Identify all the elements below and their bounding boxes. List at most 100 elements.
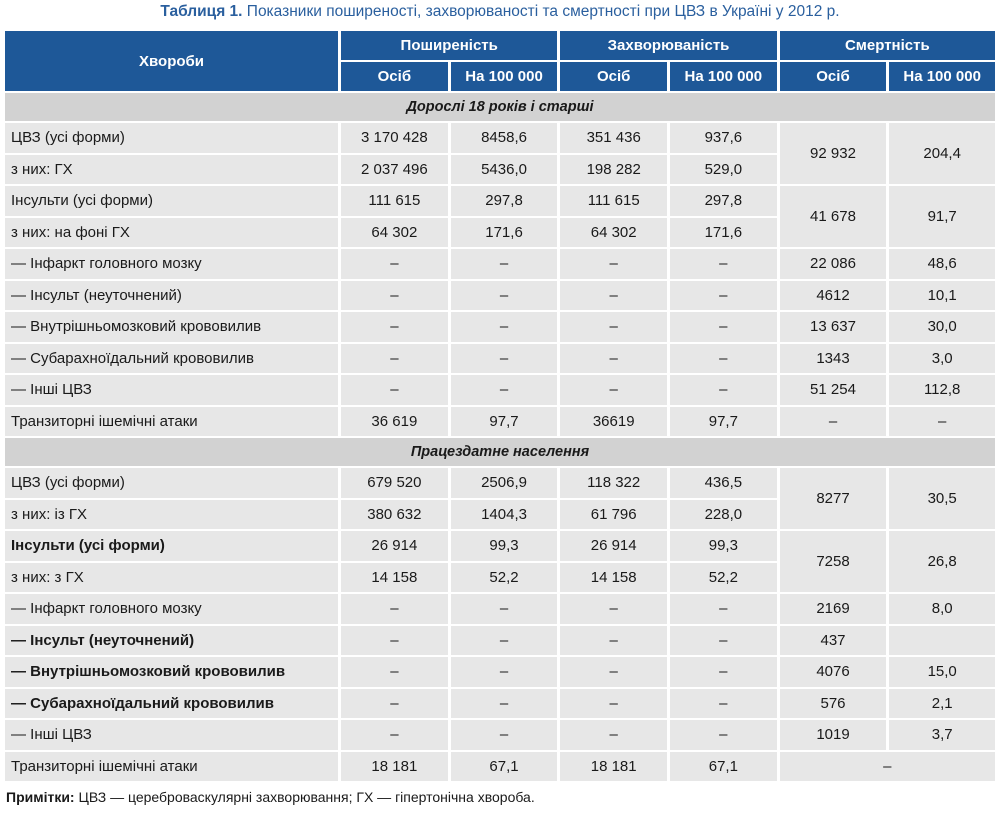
row-label: Інсульти (усі форми) xyxy=(5,531,339,561)
section-header: Працездатне населення xyxy=(5,438,995,466)
value-cell: – xyxy=(450,312,558,342)
value-cell: – xyxy=(341,688,448,718)
row-label: — Внутрішньомозковий крововилив xyxy=(5,657,339,687)
value-cell: – xyxy=(450,375,558,405)
value-cell: 18 181 xyxy=(341,751,448,781)
mortality-persons-cell: 13 637 xyxy=(779,312,887,342)
stats-table: Хвороби Поширеність Захворюваність Смерт… xyxy=(2,29,998,783)
row-label: — Інфаркт головного мозку xyxy=(5,594,339,624)
table-row: — Внутрішньомозковий крововилив – – – –4076 1… xyxy=(5,657,995,687)
value-cell: 36 619 xyxy=(341,406,448,436)
mortality-rate-cell: 10,1 xyxy=(889,280,995,310)
row-label: з них: ГХ xyxy=(5,154,339,184)
mortality-rate-cell: 48,6 xyxy=(889,249,995,279)
row-label: — Субарахноїдальний крововилив xyxy=(5,688,339,718)
mortality-rate-cell: 112,8 xyxy=(889,375,995,405)
mortality-persons-cell: 437 xyxy=(779,625,887,655)
row-label: — Інші ЦВЗ xyxy=(5,375,339,405)
mortality-persons-cell: – xyxy=(779,406,887,436)
value-cell: – xyxy=(341,657,448,687)
row-label: з них: на фоні ГХ xyxy=(5,217,339,247)
value-cell: – xyxy=(670,594,777,624)
mortality-cell: – xyxy=(779,751,995,781)
mortality-persons-cell: 2169 xyxy=(779,594,887,624)
table-row: з них: на фоні ГХ 64 302 171,6 64 302 171,6 xyxy=(5,217,995,247)
row-label: Транзиторні ішемічні атаки xyxy=(5,406,339,436)
mortality-rate-cell xyxy=(889,625,995,655)
value-cell: 97,7 xyxy=(450,406,558,436)
value-cell: 171,6 xyxy=(670,217,777,247)
value-cell: 1404,3 xyxy=(450,499,558,529)
table-row: з них: ГХ 2 037 496 5436,0 198 282 529,0 xyxy=(5,154,995,184)
value-cell: 351 436 xyxy=(560,123,668,153)
mortality-rate-cell: 8,0 xyxy=(889,594,995,624)
value-cell: 99,3 xyxy=(670,531,777,561)
value-cell: – xyxy=(670,720,777,750)
mortality-rate-cell: 30,0 xyxy=(889,312,995,342)
note-text: ЦВЗ — цереброваскулярні захворювання; ГХ… xyxy=(74,789,535,805)
value-cell: 99,3 xyxy=(450,531,558,561)
table-caption: Таблиця 1. Показники поширеності, захвор… xyxy=(0,0,1000,28)
value-cell: – xyxy=(670,375,777,405)
value-cell: 937,6 xyxy=(670,123,777,153)
mortality-rate-cell: 2,1 xyxy=(889,688,995,718)
value-cell: – xyxy=(560,625,668,655)
mortality-rate-cell: – xyxy=(889,406,995,436)
row-label: — Інфаркт головного мозку xyxy=(5,249,339,279)
value-cell: 436,5 xyxy=(670,468,777,498)
header-sub-persons: Осіб xyxy=(341,62,448,91)
value-cell: 111 615 xyxy=(560,186,668,216)
mortality-rate-cell: 26,8 xyxy=(889,531,995,592)
value-cell: – xyxy=(670,625,777,655)
value-cell: – xyxy=(670,343,777,373)
header-prevalence: Поширеність xyxy=(341,31,558,60)
mortality-persons-cell: 1343 xyxy=(779,343,887,373)
note-key: Примітки: xyxy=(6,789,75,805)
value-cell: 26 914 xyxy=(341,531,448,561)
table-row: — Субарахноїдальний крововилив – – – –1343 3,… xyxy=(5,343,995,373)
value-cell: – xyxy=(341,343,448,373)
value-cell: 8458,6 xyxy=(450,123,558,153)
table-row: з них: із ГХ 380 632 1404,3 61 796 228,0 xyxy=(5,499,995,529)
value-cell: – xyxy=(560,720,668,750)
mortality-rate-cell: 30,5 xyxy=(889,468,995,529)
row-label: — Інші ЦВЗ xyxy=(5,720,339,750)
value-cell: – xyxy=(450,657,558,687)
value-cell: – xyxy=(560,343,668,373)
caption-prefix: Таблиця 1. xyxy=(160,3,243,20)
value-cell: 5436,0 xyxy=(450,154,558,184)
table-row: — Внутрішньомозковий крововилив – – – –13 63… xyxy=(5,312,995,342)
value-cell: 297,8 xyxy=(670,186,777,216)
mortality-rate-cell: 15,0 xyxy=(889,657,995,687)
table-row: — Інсульт (неуточнений) – – – –437 xyxy=(5,625,995,655)
value-cell: 111 615 xyxy=(341,186,448,216)
value-cell: – xyxy=(560,657,668,687)
mortality-persons-cell: 576 xyxy=(779,688,887,718)
value-cell: 529,0 xyxy=(670,154,777,184)
value-cell: – xyxy=(670,657,777,687)
row-label: — Інсульт (неуточнений) xyxy=(5,280,339,310)
table-row: Транзиторні ішемічні атаки 36 619 97,7 3661… xyxy=(5,406,995,436)
value-cell: 171,6 xyxy=(450,217,558,247)
mortality-persons-cell: 7258 xyxy=(779,531,887,592)
value-cell: – xyxy=(560,594,668,624)
value-cell: 14 158 xyxy=(341,562,448,592)
mortality-persons-cell: 22 086 xyxy=(779,249,887,279)
value-cell: – xyxy=(450,280,558,310)
row-label: з них: з ГХ xyxy=(5,562,339,592)
section-title: Працездатне населення xyxy=(5,438,995,466)
value-cell: 67,1 xyxy=(450,751,558,781)
header-sub-per100k: На 100 000 xyxy=(450,62,558,91)
value-cell: 61 796 xyxy=(560,499,668,529)
value-cell: 97,7 xyxy=(670,406,777,436)
mortality-rate-cell: 204,4 xyxy=(889,123,995,184)
value-cell: – xyxy=(450,625,558,655)
row-label: — Інсульт (неуточнений) xyxy=(5,625,339,655)
mortality-rate-cell: 91,7 xyxy=(889,186,995,247)
table-row: — Інфаркт головного мозку – – – –22 086 48,6 xyxy=(5,249,995,279)
value-cell: – xyxy=(560,688,668,718)
row-label: з них: із ГХ xyxy=(5,499,339,529)
mortality-persons-cell: 4076 xyxy=(779,657,887,687)
value-cell: 3 170 428 xyxy=(341,123,448,153)
value-cell: 18 181 xyxy=(560,751,668,781)
